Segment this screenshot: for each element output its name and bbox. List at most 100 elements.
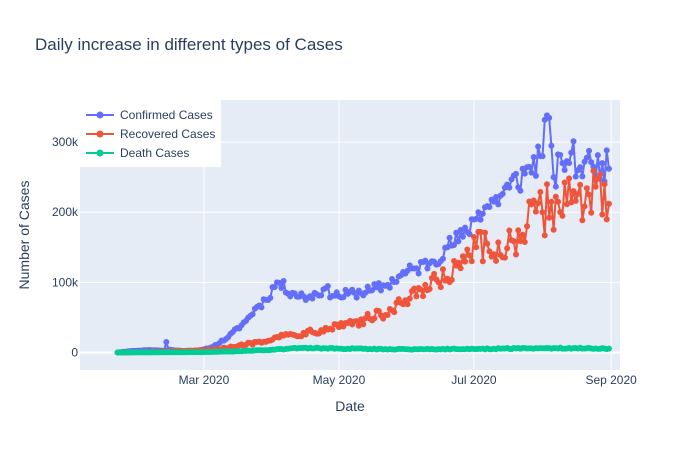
data-point-recovered bbox=[515, 227, 522, 234]
data-point-recovered bbox=[512, 251, 519, 258]
data-point-confirmed bbox=[599, 160, 606, 167]
data-point-confirmed bbox=[583, 154, 590, 161]
data-point-confirmed bbox=[453, 229, 460, 236]
data-point-recovered bbox=[559, 212, 566, 219]
data-point-recovered bbox=[588, 209, 595, 216]
data-point-recovered bbox=[486, 248, 493, 255]
data-point-confirmed bbox=[267, 294, 274, 301]
data-point-confirmed bbox=[521, 170, 528, 177]
data-point-confirmed bbox=[258, 304, 265, 311]
data-point-confirmed bbox=[590, 163, 597, 170]
legend-label-death: Death Cases bbox=[120, 146, 189, 160]
data-point-confirmed bbox=[424, 265, 431, 272]
x-tick-label-2: Jul 2020 bbox=[451, 373, 497, 387]
data-point-recovered bbox=[521, 239, 528, 246]
data-point-recovered bbox=[583, 185, 590, 192]
data-point-confirmed bbox=[163, 338, 170, 345]
legend-item-confirmed[interactable]: Confirmed Cases bbox=[86, 108, 213, 122]
data-point-confirmed bbox=[455, 238, 462, 245]
data-point-recovered bbox=[384, 312, 391, 318]
x-axis-ticks: Mar 2020 May 2020 Jul 2020 Sep 2020 bbox=[179, 373, 638, 387]
data-point-recovered bbox=[422, 281, 429, 288]
data-point-confirmed bbox=[340, 294, 347, 301]
data-point-recovered bbox=[484, 240, 491, 247]
data-point-recovered bbox=[457, 265, 464, 272]
data-point-recovered bbox=[435, 279, 442, 286]
data-point-recovered bbox=[477, 228, 484, 235]
data-point-recovered bbox=[546, 214, 553, 221]
data-point-recovered bbox=[455, 259, 462, 266]
data-point-confirmed bbox=[459, 233, 466, 240]
data-point-recovered bbox=[530, 197, 537, 204]
y-tick-label-0: 0 bbox=[71, 345, 78, 359]
data-point-confirmed bbox=[548, 142, 555, 149]
legend-marker-death bbox=[96, 149, 104, 157]
data-point-confirmed bbox=[566, 160, 573, 166]
data-point-recovered bbox=[466, 252, 473, 259]
data-point-recovered bbox=[504, 245, 511, 252]
data-point-recovered bbox=[360, 321, 367, 328]
x-tick-label-3: Sep 2020 bbox=[585, 373, 637, 387]
legend-item-recovered[interactable]: Recovered Cases bbox=[86, 127, 215, 141]
data-point-recovered bbox=[439, 266, 446, 273]
data-point-confirmed bbox=[446, 234, 453, 241]
data-point-confirmed bbox=[280, 278, 287, 284]
data-point-recovered bbox=[413, 293, 420, 300]
legend-label-recovered: Recovered Cases bbox=[120, 127, 215, 141]
data-point-recovered bbox=[566, 175, 573, 182]
data-point-confirmed bbox=[530, 154, 537, 161]
series-layer bbox=[114, 112, 612, 356]
data-point-confirmed bbox=[271, 284, 278, 291]
data-point-recovered bbox=[426, 286, 433, 293]
data-point-confirmed bbox=[586, 147, 593, 154]
data-point-recovered bbox=[605, 200, 612, 207]
data-point-recovered bbox=[603, 216, 610, 223]
data-point-recovered bbox=[417, 286, 424, 293]
data-point-confirmed bbox=[570, 138, 577, 145]
data-point-confirmed bbox=[528, 169, 535, 176]
data-point-recovered bbox=[506, 227, 513, 234]
data-point-confirmed bbox=[539, 153, 546, 160]
legend[interactable]: Confirmed Cases Recovered Cases Death Ca… bbox=[80, 100, 221, 167]
data-point-confirmed bbox=[404, 267, 411, 274]
data-point-recovered bbox=[364, 310, 371, 317]
data-point-recovered bbox=[570, 188, 577, 195]
data-point-recovered bbox=[543, 181, 550, 188]
x-axis-label: Date bbox=[335, 398, 365, 414]
data-point-confirmed bbox=[439, 255, 446, 262]
data-point-recovered bbox=[572, 197, 579, 204]
data-point-recovered bbox=[462, 258, 469, 265]
data-point-recovered bbox=[391, 309, 398, 316]
data-point-recovered bbox=[490, 251, 497, 258]
chart-title: Daily increase in different types of Cas… bbox=[35, 35, 343, 54]
data-point-confirmed bbox=[572, 173, 579, 180]
data-point-recovered bbox=[592, 183, 599, 190]
data-point-confirmed bbox=[353, 294, 360, 301]
data-point-confirmed bbox=[490, 198, 497, 205]
data-point-confirmed bbox=[393, 278, 400, 285]
data-point-recovered bbox=[532, 208, 539, 215]
legend-marker-recovered bbox=[96, 130, 104, 138]
legend-item-death[interactable]: Death Cases bbox=[86, 146, 189, 160]
data-point-confirmed bbox=[415, 270, 422, 277]
data-point-confirmed bbox=[249, 311, 256, 318]
data-point-confirmed bbox=[451, 242, 458, 249]
data-point-recovered bbox=[539, 209, 546, 216]
data-point-recovered bbox=[470, 234, 477, 241]
data-point-confirmed bbox=[486, 204, 493, 211]
data-point-confirmed bbox=[594, 152, 601, 159]
data-point-recovered bbox=[329, 326, 336, 333]
data-point-recovered bbox=[548, 198, 555, 205]
data-point-death bbox=[605, 345, 612, 352]
data-point-recovered bbox=[581, 203, 588, 210]
data-point-confirmed bbox=[351, 289, 358, 296]
data-point-confirmed bbox=[499, 190, 506, 197]
data-point-recovered bbox=[590, 167, 597, 174]
data-point-confirmed bbox=[546, 114, 553, 121]
data-point-confirmed bbox=[413, 265, 420, 272]
y-tick-label-3: 300k bbox=[52, 135, 79, 149]
data-point-confirmed bbox=[386, 284, 393, 291]
data-point-recovered bbox=[459, 253, 466, 260]
data-point-confirmed bbox=[278, 285, 285, 292]
data-point-recovered bbox=[431, 270, 438, 277]
